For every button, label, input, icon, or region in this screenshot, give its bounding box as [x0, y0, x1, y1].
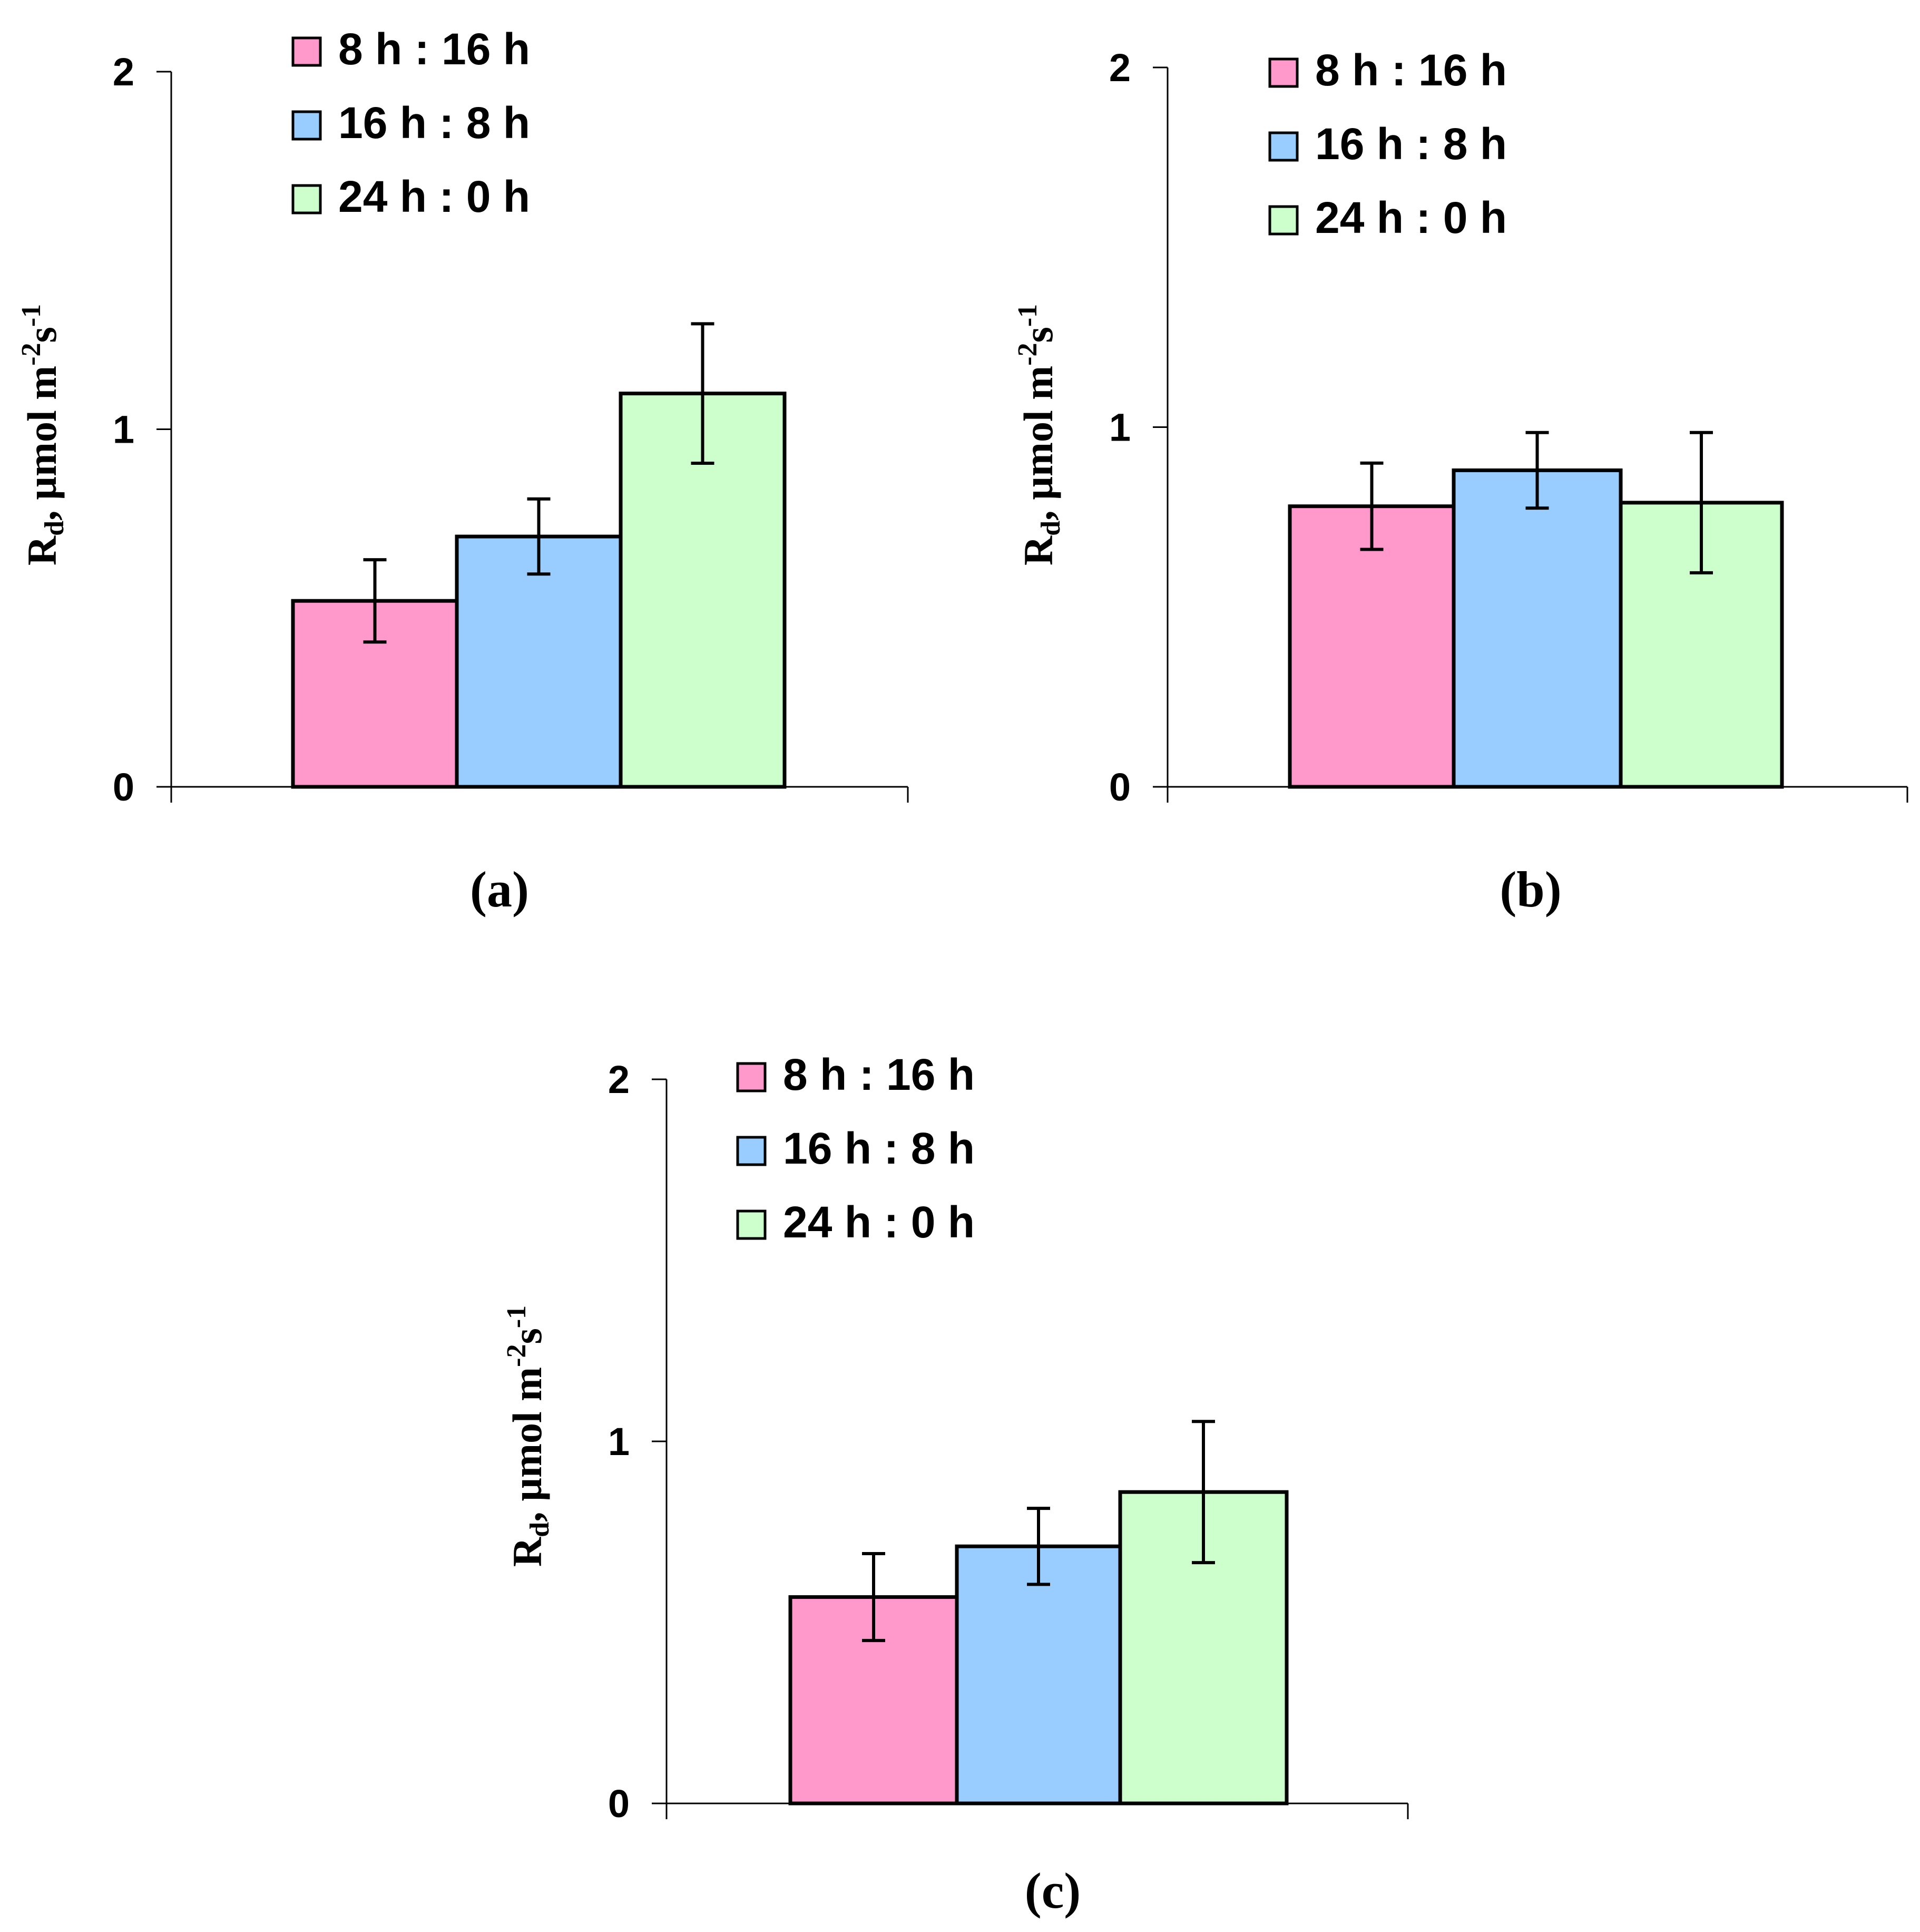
legend-label-2: 16 h : 8 h: [1315, 119, 1507, 169]
legend-label-2: 16 h : 8 h: [783, 1124, 975, 1173]
legend-swatch-2: [1268, 131, 1299, 162]
y-tick-label: 1: [113, 408, 134, 452]
y-axis-title: Rd, µmol m-2s-1: [502, 1305, 555, 1567]
legend-label-2: 16 h : 8 h: [338, 98, 530, 148]
y-tick-label: 0: [1109, 765, 1131, 809]
y-tick-label: 1: [1109, 406, 1131, 450]
panel-label: (c): [1025, 1862, 1081, 1919]
y-tick-label: 0: [113, 765, 134, 809]
legend-label-3: 24 h : 0 h: [1315, 193, 1507, 242]
y-tick-label: 2: [113, 50, 134, 94]
legend-swatch-2: [291, 110, 322, 141]
legend-label-3: 24 h : 0 h: [338, 172, 530, 221]
y-tick-label: 2: [1109, 46, 1131, 90]
panel-label: (b): [1500, 861, 1561, 918]
legend-swatch-1: [1268, 57, 1299, 88]
legend-label-3: 24 h : 0 h: [783, 1197, 975, 1247]
legend-swatch-3: [736, 1209, 767, 1240]
chart-panel-b: 0 1 2 8 h : 16 h 16 h : 8 h 24 h : 0 h Rd, µmo…: [1013, 45, 1908, 918]
legend-label-1: 8 h : 16 h: [783, 1050, 975, 1099]
legend-label-1: 8 h : 16 h: [338, 24, 530, 74]
bar-2: [1452, 468, 1623, 789]
legend-swatch-3: [291, 184, 322, 214]
panel-label: (a): [470, 861, 529, 918]
y-axis-title: Rd, µmol m-2s-1: [16, 304, 70, 565]
legend-label-1: 8 h : 16 h: [1315, 45, 1507, 95]
y-tick-label: 1: [608, 1420, 630, 1463]
legend-swatch-1: [736, 1062, 767, 1092]
y-axis-title: Rd, µmol m-2s-1: [1013, 304, 1066, 565]
legend-swatch-1: [291, 36, 322, 67]
legend-swatch-2: [736, 1136, 767, 1166]
chart-panel-c: 0 1 2 8 h : 16 h 16 h : 8 h 24 h : 0 h Rd, µmo…: [502, 1050, 1409, 1919]
y-tick-label: 2: [608, 1058, 630, 1101]
y-tick-label: 0: [608, 1782, 630, 1826]
legend-swatch-3: [1268, 205, 1299, 236]
chart-panel-a: 0 1 2 8 h : 16 h 16 h : 8 h 24 h : 0 h Rd, µmo…: [16, 24, 909, 918]
